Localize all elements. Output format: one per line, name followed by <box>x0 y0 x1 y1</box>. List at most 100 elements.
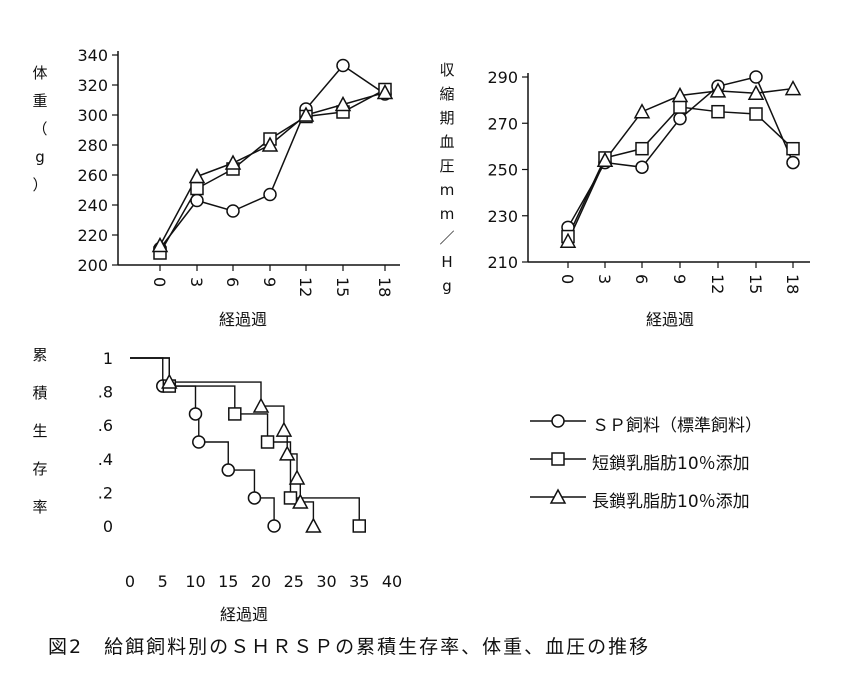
data-point-square <box>786 141 800 156</box>
data-point-circle <box>786 155 800 170</box>
data-point-triangle <box>151 236 169 253</box>
x-tick-label: 15 <box>218 572 238 591</box>
data-point-circle <box>190 193 204 208</box>
x-tick-label: 6 <box>632 274 651 284</box>
y-tick-label: .2 <box>98 483 113 502</box>
data-point-circle <box>749 70 763 84</box>
series-line-triangle <box>159 91 386 246</box>
data-point-square <box>190 181 204 196</box>
series-line-circle <box>159 64 386 249</box>
y-tick-label: 340 <box>77 46 108 65</box>
data-point-square <box>673 100 687 114</box>
square-marker-icon <box>530 452 586 466</box>
x-tick-label: 40 <box>382 572 402 591</box>
y-tick-label: 210 <box>487 253 518 272</box>
x-tick-label: 0 <box>125 572 135 591</box>
data-point-triangle <box>278 445 296 461</box>
x-tick-label: 6 <box>223 277 242 287</box>
data-point-triangle <box>633 103 651 119</box>
data-point-square <box>635 141 649 156</box>
x-tick-label: 25 <box>284 572 304 591</box>
y-tick-label: 260 <box>77 166 108 185</box>
data-point-triangle <box>596 151 614 167</box>
x-tick-label: 5 <box>158 572 168 591</box>
data-point-circle <box>221 463 235 477</box>
y-tick-label: 250 <box>487 161 518 180</box>
x-tick-label: 0 <box>558 274 577 284</box>
data-point-circle <box>263 187 277 202</box>
y-tick-label: 270 <box>487 114 518 133</box>
weight-chart: 200 220 240 260 280 300 320 340 0 3 6 9 12 15 18 体重（ g ） 経… <box>32 46 400 329</box>
data-point-triangle <box>188 167 206 184</box>
series-line-square <box>567 106 794 237</box>
legend-label-sp: ＳＰ飼料（標準飼料） <box>592 416 762 436</box>
x-tick-label: 30 <box>316 572 336 591</box>
y-tick-label: 220 <box>77 226 108 245</box>
data-point-circle <box>226 204 240 218</box>
data-point-square <box>228 407 242 421</box>
y-tick-label: 320 <box>77 76 108 95</box>
x-tick-label: 3 <box>595 274 614 284</box>
y-tick-label: 1 <box>103 349 113 368</box>
data-point-triangle <box>671 86 689 103</box>
x-tick-label: 12 <box>708 274 727 294</box>
data-point-triangle <box>559 232 577 248</box>
x-tick-label: 9 <box>260 277 279 287</box>
legend-label-long: 長鎖乳脂肪10％添加 <box>592 492 750 512</box>
series-line-square <box>159 88 386 254</box>
data-point-triangle <box>275 421 293 437</box>
legend-label-short: 短鎖乳脂肪10％添加 <box>592 454 750 474</box>
x-tick-label: 12 <box>296 277 315 297</box>
data-point-circle <box>192 435 206 449</box>
data-point-triangle <box>376 83 394 100</box>
data-point-triangle <box>261 136 279 152</box>
x-tick-label: 18 <box>783 274 802 294</box>
data-point-triangle <box>297 106 315 122</box>
data-point-square <box>352 519 366 533</box>
x-tick-label: 20 <box>251 572 271 591</box>
data-point-triangle <box>161 373 178 389</box>
legend-item-long: 長鎖乳脂肪10％添加 <box>528 481 828 519</box>
x-tick-label: 9 <box>670 274 689 284</box>
y-tick-label: .6 <box>98 416 113 435</box>
y-tick-label: 300 <box>77 106 108 125</box>
data-point-triangle <box>224 154 242 170</box>
x-tick-label: 35 <box>349 572 369 591</box>
y-tick-label: 0 <box>103 517 113 536</box>
figure-caption: 図2 給餌飼料別のＳＨＲＳＰの累積生存率、体重、血圧の推移 <box>48 636 651 658</box>
y-tick-label: .4 <box>98 450 113 469</box>
data-point-triangle <box>784 79 802 96</box>
triangle-marker-icon <box>530 488 586 504</box>
data-point-circle <box>673 111 687 126</box>
data-point-triangle <box>709 82 727 98</box>
x-tick-label: 3 <box>187 277 206 287</box>
x-tick-label: 10 <box>185 572 205 591</box>
data-point-square <box>711 104 725 119</box>
data-point-triangle <box>292 493 309 509</box>
data-point-square <box>749 107 763 121</box>
legend-item-short: 短鎖乳脂肪10％添加 <box>528 443 828 481</box>
data-point-square <box>260 435 275 449</box>
data-point-circle <box>267 519 281 533</box>
y-tick-label: 280 <box>77 136 108 155</box>
data-point-triangle <box>305 517 322 533</box>
data-point-circle <box>635 160 649 174</box>
y-tick-label: 230 <box>487 207 518 226</box>
data-point-triangle <box>288 469 306 485</box>
x-axis-label: 経過週 <box>646 310 694 329</box>
y-axis-label: 累積生存率 <box>32 346 47 516</box>
data-point-triangle <box>252 397 270 413</box>
data-point-triangle <box>334 95 352 112</box>
y-tick-label: 290 <box>487 68 518 87</box>
data-point-triangle <box>747 84 765 100</box>
data-point-square <box>283 491 298 505</box>
y-tick-label: .8 <box>98 383 113 402</box>
y-tick-label: 240 <box>77 196 108 215</box>
data-point-circle <box>188 407 203 421</box>
x-axis-label: 経過週 <box>220 605 268 624</box>
circle-marker-icon <box>530 414 586 428</box>
y-axis-label: 体重（ g） <box>32 64 47 194</box>
